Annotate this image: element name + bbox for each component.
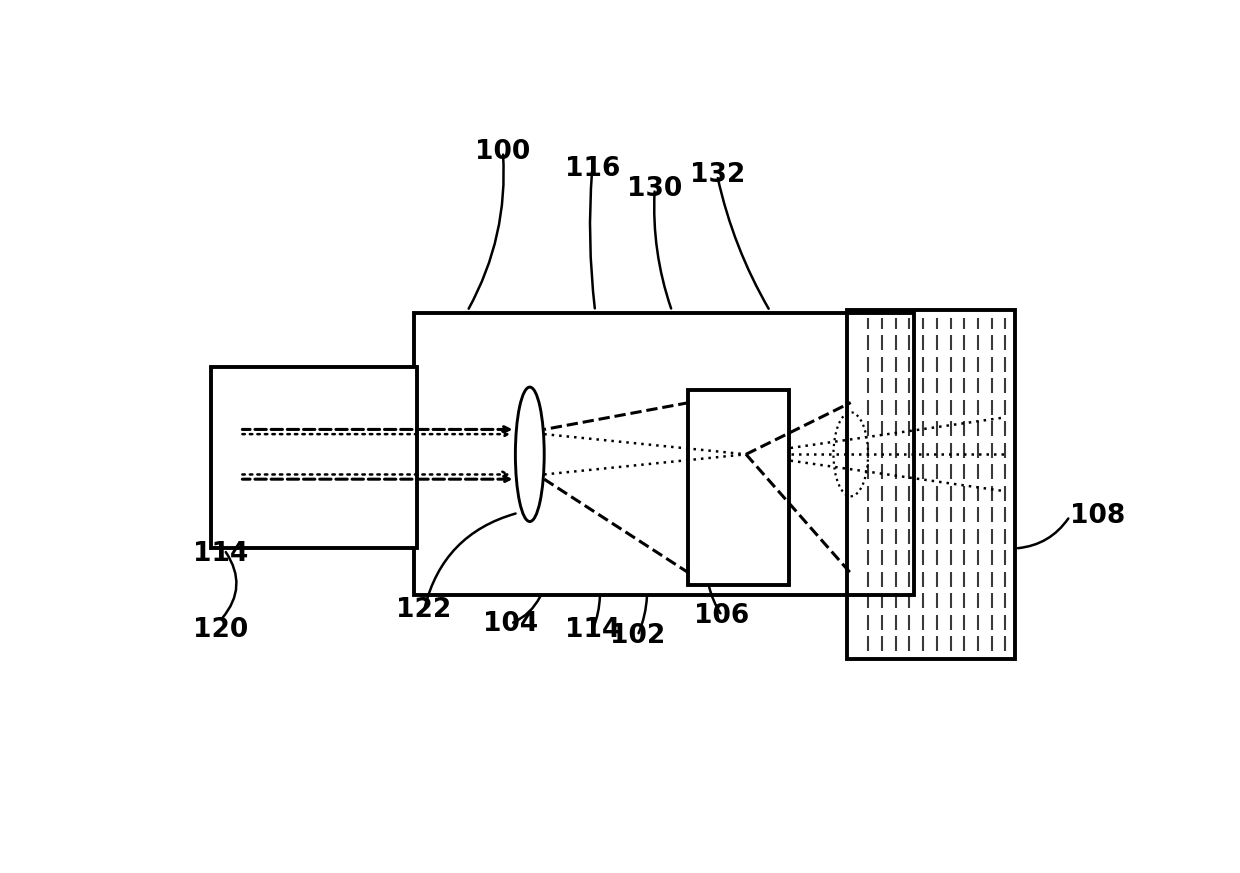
Text: 130: 130 [627, 175, 682, 202]
Text: 132: 132 [689, 162, 745, 189]
Bar [414, 313, 914, 595]
Text: 102: 102 [610, 622, 665, 649]
Bar [847, 310, 1016, 659]
Text: 108: 108 [1070, 503, 1125, 529]
Text: 114: 114 [192, 540, 248, 567]
Text: 122: 122 [397, 597, 451, 623]
Text: 114: 114 [564, 617, 620, 643]
Text: 100: 100 [475, 139, 531, 165]
Text: 104: 104 [484, 611, 538, 636]
Text: 120: 120 [192, 617, 248, 643]
Ellipse shape [516, 387, 544, 521]
Text: 106: 106 [694, 602, 750, 629]
Text: 116: 116 [564, 155, 620, 182]
Bar [688, 390, 789, 586]
Bar [211, 367, 418, 548]
